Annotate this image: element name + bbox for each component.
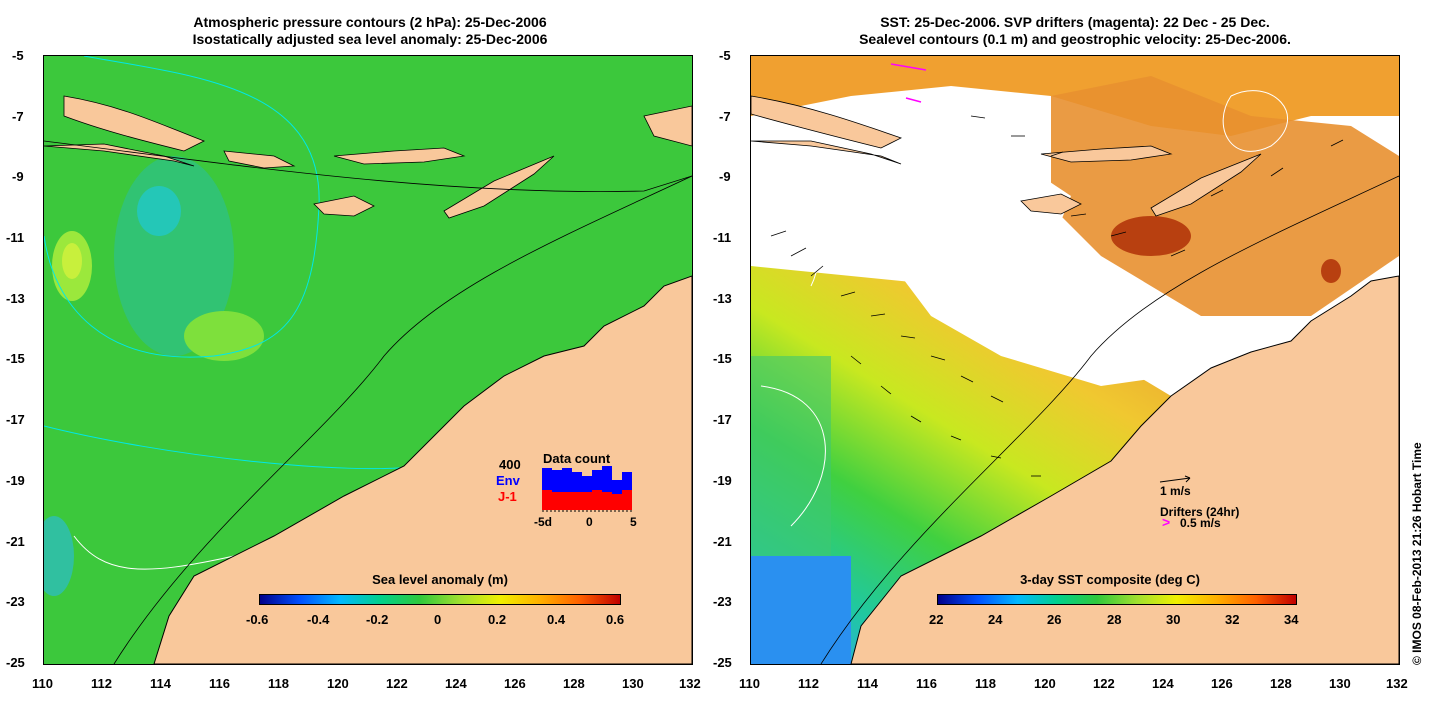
sea-level-anomaly-map (44, 56, 692, 664)
colorbar-label: -0.6 (246, 612, 269, 627)
right-colorbar-title: 3-day SST composite (deg C) (1020, 572, 1200, 587)
drifter-scale-arrow-icon: > (1162, 514, 1171, 530)
colorbar-label: 28 (1107, 612, 1122, 627)
colorbar-label: 34 (1284, 612, 1299, 627)
left-y-tick: -17 (6, 412, 25, 427)
left-x-tick: 114 (150, 676, 171, 691)
right-x-tick: 128 (1270, 676, 1292, 691)
left-x-tick: 120 (327, 676, 349, 691)
left-x-tick: 122 (386, 676, 408, 691)
drifters-scale-label: 0.5 m/s (1180, 516, 1221, 530)
colorbar-label: 0 (434, 612, 442, 627)
left-y-tick: -21 (6, 534, 25, 549)
colorbar-label: -0.4 (307, 612, 330, 627)
right-y-tick: -17 (713, 412, 732, 427)
colorbar-label: -0.2 (366, 612, 389, 627)
colorbar-label: 32 (1225, 612, 1240, 627)
left-y-tick: -19 (6, 473, 25, 488)
right-y-tick: -11 (713, 230, 732, 245)
right-x-tick: 116 (916, 676, 937, 691)
colorbar-label: 22 (929, 612, 944, 627)
left-y-tick: -9 (12, 169, 24, 184)
left-x-tick: 110 (32, 676, 53, 691)
right-x-tick: 120 (1034, 676, 1056, 691)
left-x-tick: 130 (622, 676, 644, 691)
sst-colorbar (937, 594, 1297, 605)
inset-ymax: 400 (499, 457, 521, 472)
velocity-scale-arrow (1159, 475, 1191, 483)
right-y-tick: -5 (719, 48, 731, 63)
right-y-tick: -13 (713, 291, 732, 306)
inset-x-label: 0 (586, 515, 593, 529)
colorbar-label: 26 (1047, 612, 1062, 627)
right-x-tick: 126 (1211, 676, 1233, 691)
sst-map (751, 56, 1399, 664)
right-x-tick: 130 (1329, 676, 1351, 691)
right-y-tick: -19 (713, 473, 732, 488)
inset-legend-j1: J-1 (498, 489, 517, 504)
right-x-tick: 114 (857, 676, 878, 691)
left-x-tick: 112 (91, 676, 112, 691)
left-x-tick: 128 (563, 676, 585, 691)
right-title-line1: SST: 25-Dec-2006. SVP drifters (magenta)… (880, 14, 1270, 30)
left-x-tick: 118 (268, 676, 289, 691)
right-y-tick: -23 (713, 594, 732, 609)
colorbar-label: 24 (988, 612, 1003, 627)
right-title-line2: Sealevel contours (0.1 m) and geostrophi… (859, 31, 1291, 47)
right-x-tick: 112 (798, 676, 819, 691)
copyright-text: © IMOS 08-Feb-2013 21:26 Hobart Time (1410, 442, 1424, 665)
right-y-tick: -9 (719, 169, 731, 184)
left-y-tick: -13 (6, 291, 25, 306)
velocity-scale-label: 1 m/s (1160, 484, 1191, 498)
right-y-tick: -7 (719, 109, 731, 124)
colorbar-label: 30 (1166, 612, 1181, 627)
right-x-tick: 132 (1386, 676, 1408, 691)
left-y-tick: -5 (12, 48, 24, 63)
left-y-tick: -11 (6, 230, 25, 245)
right-map-panel (750, 55, 1400, 665)
right-x-tick: 122 (1093, 676, 1115, 691)
right-y-tick: -25 (713, 655, 732, 670)
velocity-arrows (770, 115, 1344, 477)
left-colorbar-title: Sea level anomaly (m) (372, 572, 508, 587)
left-x-tick: 132 (679, 676, 701, 691)
left-x-tick: 116 (209, 676, 230, 691)
right-x-tick: 110 (739, 676, 760, 691)
left-y-tick: -15 (6, 351, 25, 366)
left-y-tick: -7 (12, 109, 24, 124)
left-y-tick: -25 (6, 655, 25, 670)
inset-title: Data count (543, 451, 611, 466)
inset-legend-env: Env (496, 473, 520, 488)
right-y-tick: -21 (713, 534, 732, 549)
right-x-tick: 124 (1152, 676, 1174, 691)
drifters-label: Drifters (24hr) (1160, 505, 1240, 519)
left-x-tick: 126 (504, 676, 526, 691)
data-count-bars (542, 466, 632, 512)
left-map-panel (43, 55, 693, 665)
left-y-tick: -23 (6, 594, 25, 609)
left-title-line1: Atmospheric pressure contours (2 hPa): 2… (193, 14, 547, 30)
inset-x-label: 5 (630, 515, 637, 529)
colorbar-label: 0.2 (488, 612, 507, 627)
sea-level-colorbar (259, 594, 621, 605)
left-title-line2: Isostatically adjusted sea level anomaly… (192, 31, 548, 47)
right-x-tick: 118 (975, 676, 996, 691)
left-x-tick: 124 (445, 676, 467, 691)
inset-x-label: -5d (534, 515, 552, 529)
colorbar-label: 0.4 (547, 612, 566, 627)
right-y-tick: -15 (713, 351, 732, 366)
colorbar-label: 0.6 (606, 612, 625, 627)
